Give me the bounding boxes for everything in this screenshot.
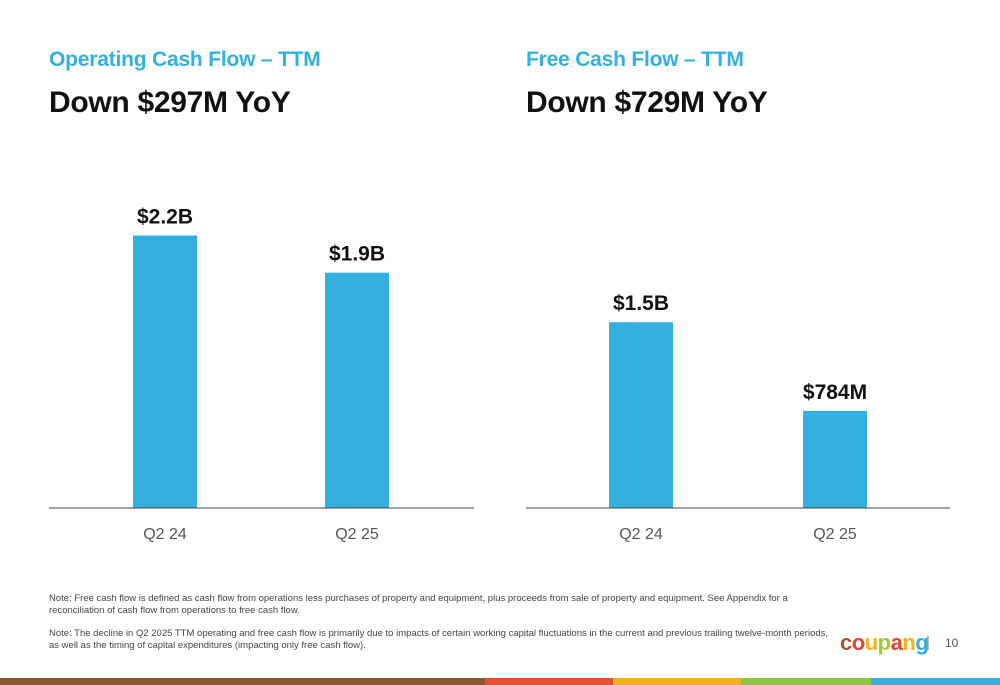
x-tick-label-1-0: Q2 24	[619, 526, 663, 543]
bar-1-1	[803, 410, 867, 508]
logo-letter-5: n	[902, 630, 916, 655]
footer-color-bar	[0, 678, 1000, 685]
logo-letter-6: g	[915, 630, 929, 655]
ocf-subtitle: Operating Cash Flow – TTM	[49, 48, 321, 71]
data-label-0-0: $2.2B	[137, 206, 193, 229]
footer-bar-segment-2	[613, 678, 741, 685]
x-tick-label-0-0: Q2 24	[143, 526, 187, 543]
x-tick-label-0-1: Q2 25	[335, 526, 379, 543]
footer-bar-segment-4	[871, 678, 1000, 685]
bar-1-0	[609, 322, 673, 508]
footer-bar-segment-1	[485, 678, 613, 685]
logo-letter-3: p	[877, 630, 891, 655]
bar-0-0	[133, 235, 197, 509]
fcf-subtitle: Free Cash Flow – TTM	[526, 48, 744, 71]
note-free-cash-flow: Note: Free cash flow is defined as cash …	[49, 593, 788, 616]
data-label-1-0: $1.5B	[613, 292, 669, 315]
footer-separator: |	[926, 634, 930, 651]
logo-letter-0: c	[840, 630, 852, 655]
fcf-headline: Down $729M YoY	[526, 86, 768, 119]
data-label-1-1: $784M	[803, 381, 867, 404]
logo-letter-4: a	[890, 630, 903, 655]
coupang-logo: coupang	[840, 630, 929, 656]
footer-bar-segment-3	[741, 678, 871, 685]
footer-bar-segment-0	[0, 678, 485, 685]
logo-letter-1: o	[851, 630, 865, 655]
data-label-0-1: $1.9B	[329, 243, 385, 266]
bar-0-1	[325, 272, 389, 508]
x-tick-label-1-1: Q2 25	[813, 526, 857, 543]
page-number: 10	[945, 636, 959, 650]
note-decline: Note: The decline in Q2 2025 TTM operati…	[49, 628, 829, 651]
logo-letter-2: u	[864, 630, 878, 655]
ocf-headline: Down $297M YoY	[49, 86, 291, 119]
